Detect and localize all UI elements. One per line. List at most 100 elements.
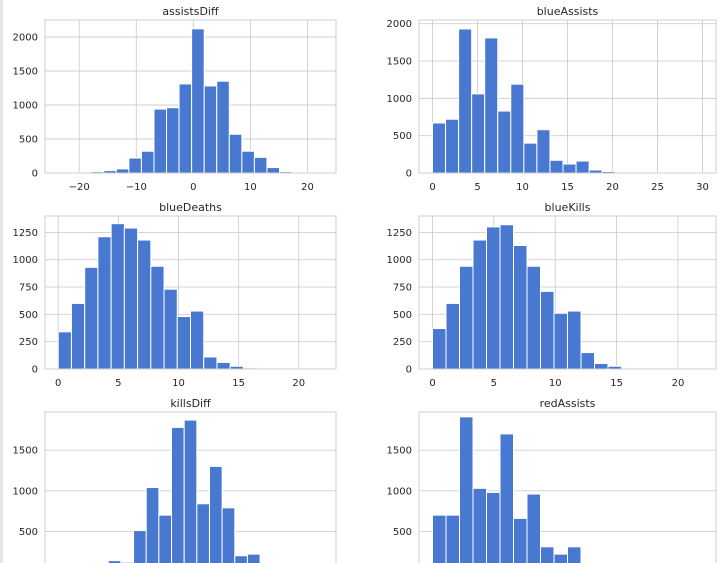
- histogram-bar: [153, 108, 168, 174]
- histogram-bar: [246, 553, 261, 563]
- histogram-bar: [171, 426, 185, 563]
- x-tick-label: −10: [126, 182, 147, 193]
- histogram-bar: [432, 514, 447, 563]
- histogram-bar: [128, 157, 142, 174]
- chart-panel-blueKills: blueKills 0 250 500 750 1000 1250 0 5 10 15 20: [387, 201, 717, 389]
- histogram-bar: [486, 491, 501, 563]
- histogram-bar: [140, 150, 155, 174]
- histogram-bar: [526, 265, 541, 370]
- histogram-bar: [178, 83, 193, 174]
- x-tick-label: 10: [549, 378, 562, 389]
- histogram-bar: [567, 546, 582, 563]
- chart-panel-killsDiff: killsDiff050010001500: [13, 397, 337, 563]
- histogram-bar: [536, 129, 551, 174]
- histogram-bar: [203, 356, 218, 370]
- histogram-bar: [594, 363, 609, 370]
- histogram-bar: [459, 265, 474, 370]
- histogram-bar: [510, 83, 525, 174]
- histogram-bar: [432, 328, 447, 370]
- histogram-bar: [183, 419, 198, 563]
- histogram-bar: [553, 553, 568, 563]
- histogram-bar: [497, 110, 512, 174]
- histogram-bar: [445, 118, 460, 174]
- axes-frame: [44, 215, 337, 370]
- histogram-bar: [57, 331, 72, 370]
- y-tick-label: 1500: [13, 67, 38, 78]
- x-tick-label: 20: [292, 378, 305, 389]
- histogram-bar: [499, 433, 514, 563]
- histogram-bar: [110, 223, 125, 370]
- histogram-bar: [241, 150, 255, 174]
- window-edge: [0, 0, 3, 563]
- chart-title: redAssists: [540, 397, 596, 410]
- chart-title: blueKills: [545, 201, 591, 214]
- histogram-bar: [191, 28, 205, 174]
- histogram-bar: [472, 487, 487, 563]
- histogram-bar: [123, 227, 139, 370]
- y-tick-label: 1000: [13, 486, 38, 497]
- histogram-bar: [499, 224, 514, 370]
- histogram-bar: [216, 80, 230, 174]
- histogram-bar: [97, 236, 112, 370]
- histogram-bar: [486, 226, 501, 370]
- x-tick-label: 15: [561, 182, 574, 193]
- histogram-bar: [163, 288, 178, 370]
- histogram-bar: [580, 352, 595, 370]
- y-tick-label: 500: [19, 527, 38, 538]
- y-tick-label: 1250: [13, 228, 38, 239]
- histogram-bar: [150, 265, 165, 370]
- x-tick-label: 20: [672, 378, 685, 389]
- y-tick-label: 500: [393, 131, 412, 142]
- x-tick-label: 0: [429, 378, 435, 389]
- x-tick-label: 5: [491, 378, 497, 389]
- histogram-bar: [203, 85, 218, 174]
- chart-title: blueAssists: [537, 5, 599, 18]
- histogram-bar: [216, 361, 231, 370]
- histogram-bar: [115, 168, 130, 174]
- histogram-bar: [549, 159, 564, 174]
- x-tick-label: 10: [172, 378, 185, 389]
- y-tick-label: 1000: [387, 255, 412, 266]
- histogram-bar: [221, 507, 236, 563]
- y-tick-label: 0: [406, 365, 412, 376]
- histogram-bar: [234, 555, 248, 563]
- histogram-bar: [266, 167, 281, 174]
- histogram-bar: [513, 517, 528, 563]
- histogram-bar: [567, 310, 582, 370]
- histogram-bar: [133, 530, 147, 563]
- y-tick-label: 750: [393, 283, 412, 294]
- histogram-bar: [445, 302, 460, 370]
- histogram-bar: [523, 142, 538, 174]
- chart-title: assistsDiff: [162, 5, 219, 18]
- y-tick-label: 500: [393, 310, 412, 321]
- y-tick-label: 500: [19, 310, 38, 321]
- histogram-bar: [472, 239, 487, 370]
- x-tick-label: 0: [190, 182, 196, 193]
- histogram-bar: [228, 133, 243, 174]
- y-tick-label: 500: [393, 527, 412, 538]
- y-tick-label: 0: [406, 169, 412, 180]
- y-tick-label: 1000: [13, 255, 38, 266]
- y-tick-label: 1500: [387, 446, 412, 457]
- y-tick-label: 0: [32, 169, 38, 180]
- chart-panel-blueDeaths: blueDeaths 0 250 500 750 1000 1250 0 5 10 15 20: [13, 201, 337, 389]
- x-tick-label: 20: [606, 182, 619, 193]
- histogram-bar: [137, 239, 152, 370]
- histogram-bar: [553, 312, 568, 370]
- chart-panel-blueAssists: blueAssists 0 500 1000 1500 2000 0 5 10 15 20 25 30: [387, 5, 717, 193]
- histogram-bar: [176, 316, 191, 370]
- histogram-bar: [190, 310, 205, 370]
- x-tick-label: 5: [474, 182, 480, 193]
- y-tick-label: 2000: [13, 33, 38, 44]
- histogram-bar: [513, 245, 528, 370]
- y-tick-label: 250: [19, 337, 38, 348]
- axes-frame: [418, 215, 717, 370]
- y-tick-label: 1250: [387, 228, 412, 239]
- histogram-bar: [166, 107, 180, 174]
- axes-frame: [418, 411, 717, 563]
- x-tick-label: 5: [115, 378, 121, 389]
- y-tick-label: 1500: [387, 57, 412, 68]
- histogram-bar: [562, 163, 577, 174]
- histogram-bar: [526, 493, 541, 563]
